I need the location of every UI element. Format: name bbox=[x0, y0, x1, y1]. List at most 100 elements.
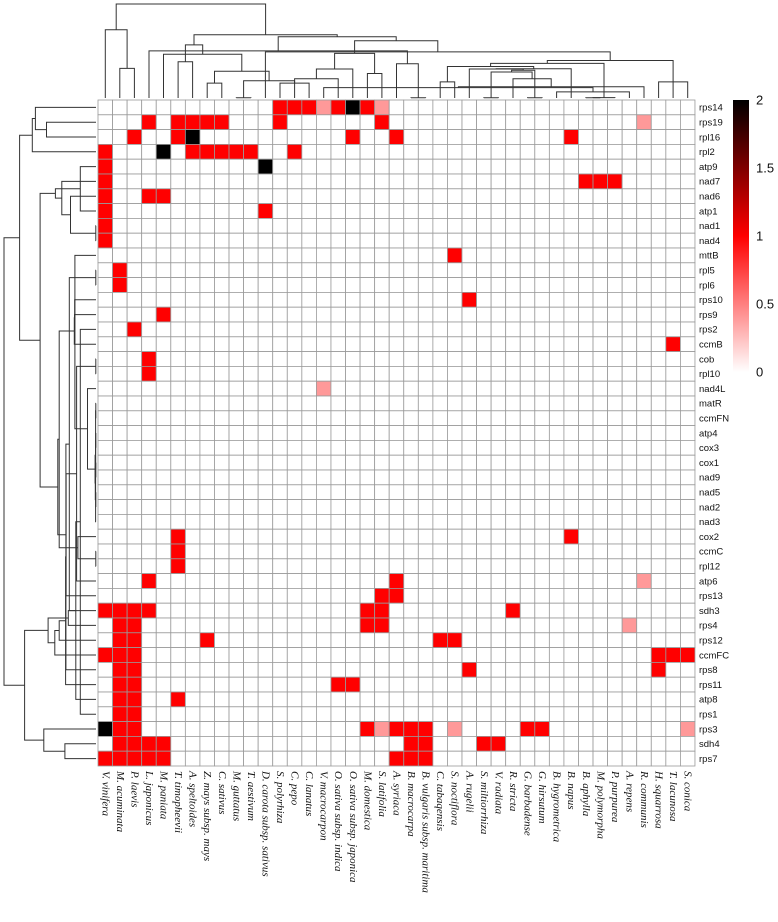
heatmap-cell bbox=[345, 662, 361, 678]
heatmap-cell bbox=[490, 439, 507, 456]
heatmap-cell bbox=[345, 632, 361, 648]
heatmap-cell bbox=[141, 602, 157, 619]
column-label: T. lacunosa bbox=[667, 771, 679, 822]
dendrogram-branch bbox=[177, 61, 194, 98]
row-label: cob bbox=[699, 354, 714, 365]
heatmap-cell bbox=[345, 114, 361, 131]
heatmap-cell bbox=[476, 691, 492, 708]
heatmap-cell bbox=[126, 291, 143, 308]
heatmap-cell bbox=[461, 129, 477, 145]
heatmap-cell bbox=[243, 736, 259, 752]
dendrogram-branch bbox=[24, 629, 49, 741]
heatmap-cell bbox=[272, 277, 288, 293]
row-label: rps4 bbox=[699, 621, 717, 632]
heatmap-cell bbox=[417, 291, 434, 308]
heatmap-cell bbox=[199, 173, 215, 190]
heatmap-cell bbox=[272, 188, 288, 205]
heatmap-cell bbox=[257, 691, 274, 708]
heatmap-cell bbox=[155, 247, 172, 264]
heatmap-cell bbox=[388, 351, 405, 367]
heatmap-cell bbox=[621, 99, 638, 116]
heatmap-cell bbox=[563, 750, 579, 767]
heatmap-cell bbox=[359, 365, 376, 382]
heatmap-cell bbox=[534, 721, 550, 737]
heatmap-cell bbox=[476, 262, 492, 278]
heatmap-cell bbox=[170, 454, 186, 471]
heatmap-cell bbox=[490, 129, 507, 145]
heatmap-cell bbox=[228, 306, 244, 323]
heatmap-cell bbox=[403, 336, 419, 352]
heatmap-cell bbox=[257, 573, 274, 589]
heatmap-cell bbox=[286, 173, 303, 190]
heatmap-cell bbox=[359, 306, 376, 323]
heatmap-cell bbox=[665, 647, 681, 663]
heatmap-cell bbox=[548, 365, 565, 382]
heatmap-cell bbox=[199, 277, 215, 293]
heatmap-cell bbox=[548, 469, 565, 486]
heatmap-cell bbox=[112, 662, 128, 678]
heatmap-cell bbox=[126, 676, 143, 693]
heatmap-cell bbox=[680, 365, 696, 382]
heatmap-cell bbox=[155, 380, 172, 397]
heatmap-cell bbox=[665, 365, 681, 382]
heatmap-cell bbox=[184, 232, 201, 249]
heatmap-cell bbox=[534, 217, 550, 234]
heatmap-cell bbox=[607, 676, 623, 693]
heatmap-cell bbox=[228, 514, 244, 530]
heatmap-cell bbox=[330, 721, 346, 737]
heatmap-cell bbox=[534, 203, 550, 219]
row-label: rps9 bbox=[699, 310, 717, 321]
heatmap-cell bbox=[199, 129, 215, 145]
heatmap-cell bbox=[476, 321, 492, 338]
heatmap-cell bbox=[519, 484, 536, 500]
heatmap-cell bbox=[432, 602, 448, 619]
heatmap-cell bbox=[417, 143, 434, 160]
heatmap-cell bbox=[650, 750, 667, 767]
heatmap-cell bbox=[286, 232, 303, 249]
heatmap-cell bbox=[374, 99, 390, 116]
heatmap-cell bbox=[476, 543, 492, 560]
heatmap-cell bbox=[141, 262, 157, 278]
heatmap-cell bbox=[592, 129, 608, 145]
heatmap-cell bbox=[578, 380, 594, 397]
heatmap-cell bbox=[199, 514, 215, 530]
heatmap-cell bbox=[272, 499, 288, 515]
heatmap-cell bbox=[476, 573, 492, 589]
heatmap-cell bbox=[228, 143, 244, 160]
dendrogram-branch bbox=[54, 188, 81, 199]
heatmap-cell bbox=[199, 188, 215, 205]
heatmap-cell bbox=[286, 454, 303, 471]
heatmap-cell bbox=[447, 439, 463, 456]
heatmap-cell bbox=[650, 203, 667, 219]
heatmap-cell bbox=[359, 129, 376, 145]
heatmap-cell bbox=[403, 721, 419, 737]
heatmap-cell bbox=[97, 291, 113, 308]
heatmap-cell bbox=[548, 454, 565, 471]
heatmap-cell bbox=[490, 321, 507, 338]
heatmap-cell bbox=[447, 528, 463, 545]
heatmap-cell bbox=[505, 647, 521, 663]
heatmap-cell bbox=[592, 528, 608, 545]
heatmap-cell bbox=[141, 454, 157, 471]
heatmap-cell bbox=[636, 336, 652, 352]
heatmap-cell bbox=[126, 469, 143, 486]
heatmap-cell bbox=[607, 499, 623, 515]
heatmap-cell bbox=[563, 232, 579, 249]
heatmap-cell bbox=[432, 336, 448, 352]
heatmap-cell bbox=[257, 99, 274, 116]
heatmap-cell bbox=[578, 528, 594, 545]
heatmap-cell bbox=[417, 306, 434, 323]
heatmap-cell bbox=[243, 676, 259, 693]
heatmap-cell bbox=[447, 114, 463, 131]
heatmap-cell bbox=[112, 588, 128, 604]
heatmap-cell bbox=[432, 662, 448, 678]
heatmap-cell bbox=[519, 528, 536, 545]
dendrogram-branch bbox=[73, 317, 96, 345]
heatmap-cell bbox=[301, 543, 317, 560]
heatmap-cell bbox=[665, 721, 681, 737]
heatmap-cell bbox=[563, 632, 579, 648]
heatmap-cell bbox=[680, 173, 696, 190]
heatmap-cell bbox=[141, 750, 157, 767]
heatmap-cell bbox=[330, 573, 346, 589]
heatmap-cell bbox=[621, 706, 638, 722]
